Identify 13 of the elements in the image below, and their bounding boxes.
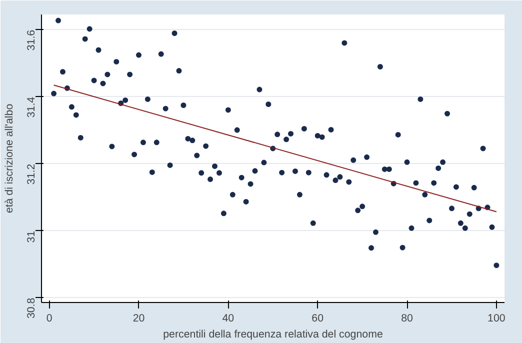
y-tick-label: 31.4 — [26, 96, 38, 118]
y-tick-label: 31.6 — [26, 30, 38, 51]
x-tick-label: 20 — [132, 312, 145, 324]
x-tick-label: 100 — [488, 312, 506, 324]
x-tick-label: 80 — [401, 312, 414, 324]
x-axis-title: percentili della frequenza relativa del cognome — [163, 328, 383, 340]
y-tick-label: 31 — [26, 230, 38, 243]
x-tick-label: 0 — [46, 312, 52, 324]
x-tick-label: 60 — [312, 312, 324, 324]
y-tick-label: 30.8 — [26, 298, 38, 319]
y-axis-title: età di iscrizione all'albo — [4, 104, 16, 214]
x-tick-label: 40 — [222, 312, 234, 324]
y-tick-label: 31.2 — [26, 164, 38, 185]
